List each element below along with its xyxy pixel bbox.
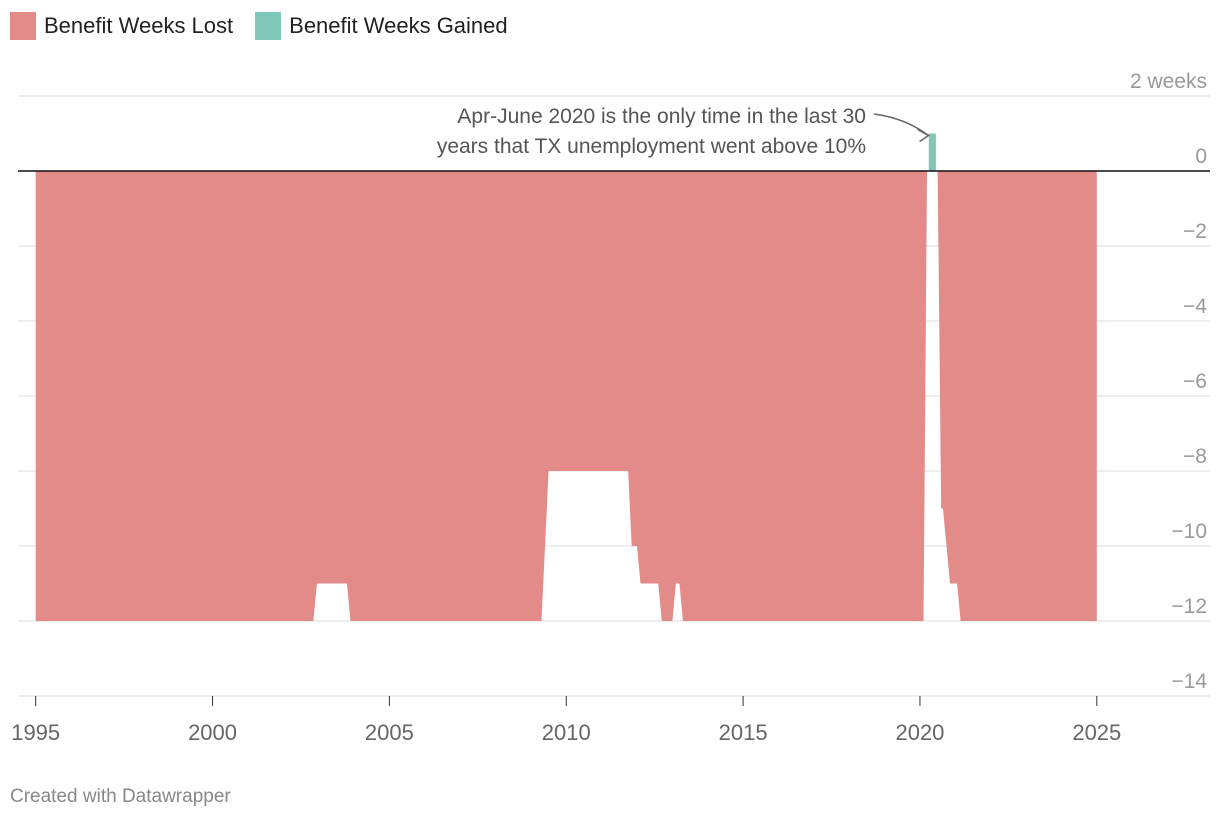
annotation-line-1: Apr-June 2020 is the only time in the la… [457, 105, 866, 128]
x-tick-label: 2005 [365, 720, 414, 745]
x-tick-label: 2010 [542, 720, 591, 745]
y-tick-label: −6 [1183, 370, 1207, 393]
series-area-weeks-lost [35, 171, 1097, 621]
y-tick-label: −14 [1171, 670, 1207, 693]
y-tick-label: −12 [1171, 595, 1207, 618]
x-tick-label: 1995 [11, 720, 60, 745]
legend: Benefit Weeks Lost Benefit Weeks Gained [10, 12, 530, 40]
legend-swatch-gained [255, 12, 282, 40]
y-tick-label: −4 [1183, 295, 1207, 318]
x-tick-label: 2020 [895, 720, 944, 745]
legend-label-gained: Benefit Weeks Gained [289, 13, 508, 38]
y-tick-label: −8 [1183, 445, 1207, 468]
footer-credit: Created with Datawrapper [10, 786, 231, 807]
legend-swatch-lost [10, 12, 36, 40]
legend-item-gained: Benefit Weeks Gained [255, 12, 508, 40]
x-tick-label: 2015 [719, 720, 768, 745]
series-bar-weeks-gained [928, 133, 936, 171]
y-tick-label: 2 weeks [1130, 70, 1207, 93]
x-tick-label: 2025 [1072, 720, 1121, 745]
y-tick-label: 0 [1195, 145, 1207, 168]
annotation-arrow [873, 113, 930, 137]
annotation-line-2: years that TX unemployment went above 10… [437, 135, 866, 158]
legend-item-lost: Benefit Weeks Lost [10, 12, 233, 40]
legend-label-lost: Benefit Weeks Lost [44, 13, 234, 38]
annotation-arrowhead [917, 128, 931, 143]
x-tick-label: 2000 [188, 720, 237, 745]
y-tick-label: −10 [1171, 520, 1207, 543]
y-tick-label: −2 [1183, 220, 1207, 243]
